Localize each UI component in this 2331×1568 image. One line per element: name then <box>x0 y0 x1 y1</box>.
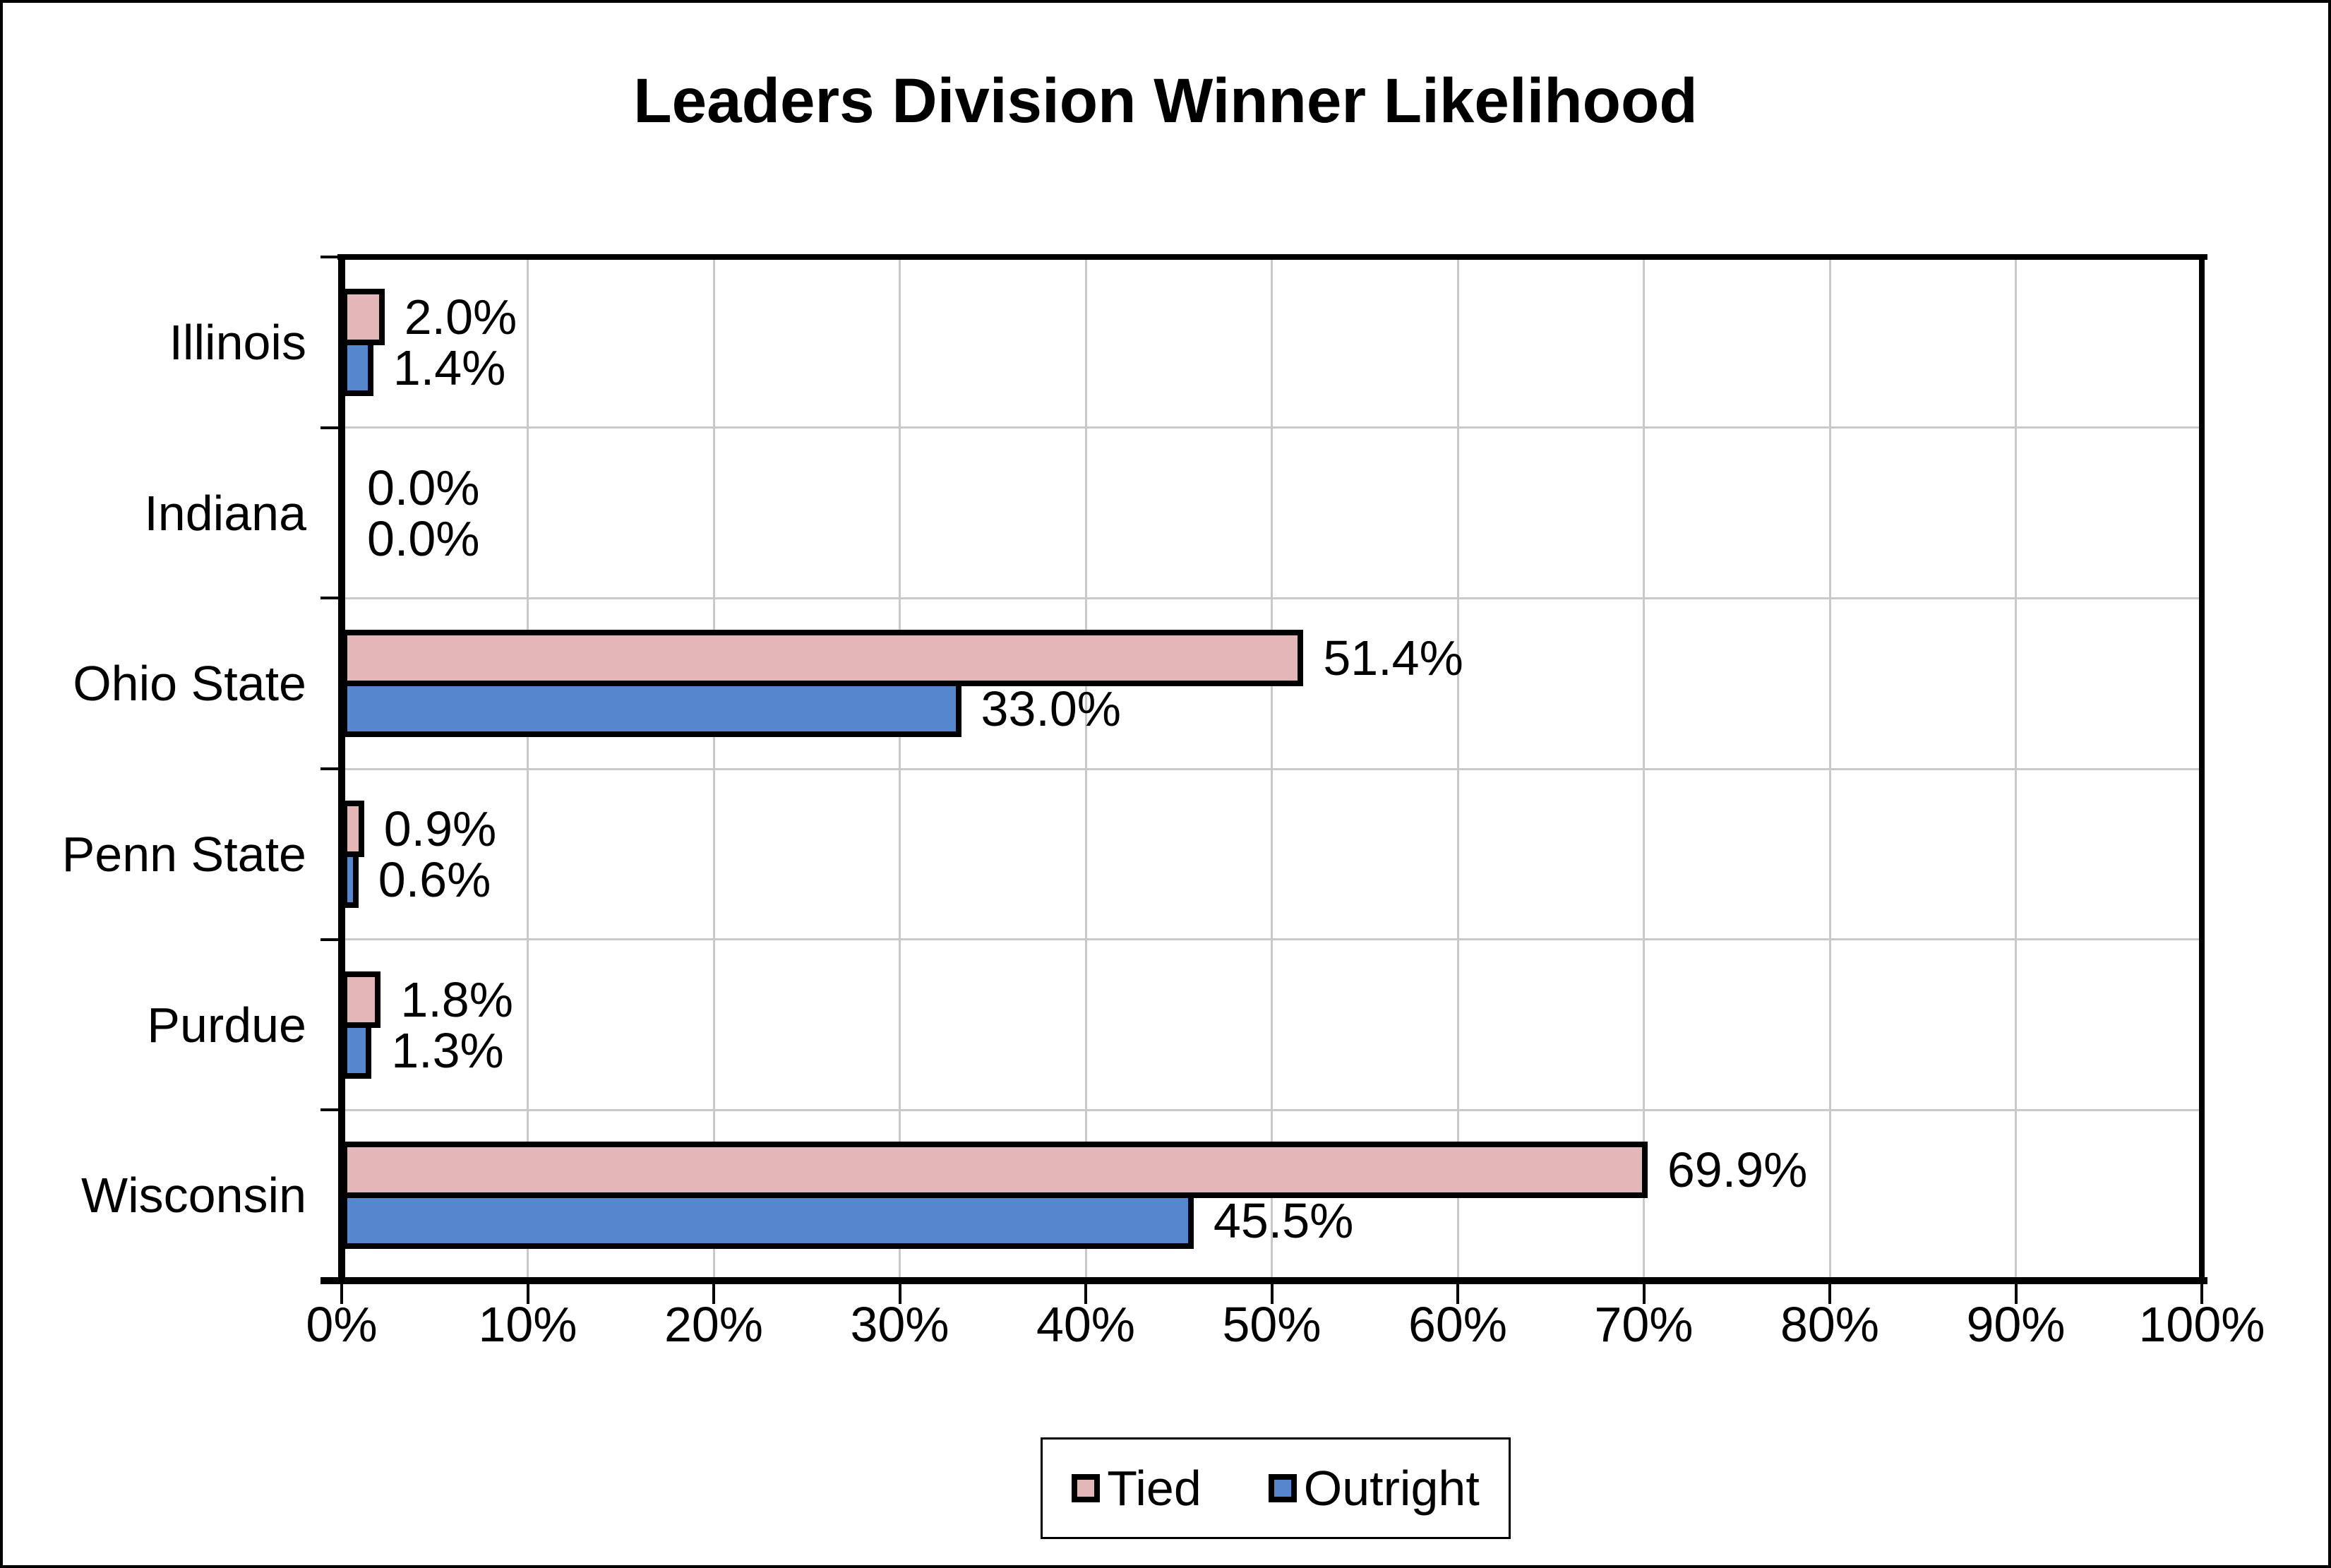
x-tick-label-70: 70% <box>1594 1297 1694 1352</box>
x-tick-label-40: 40% <box>1036 1297 1136 1352</box>
y-axis-tick-mark <box>320 767 342 770</box>
x-axis-tick-mark <box>2014 1284 2018 1304</box>
legend-item-outright: Outright <box>1268 1461 1480 1516</box>
x-axis-tick-mark <box>1084 1284 1087 1304</box>
category-label-illinois: Illinois <box>169 314 306 370</box>
x-tick-label-20: 20% <box>664 1297 764 1352</box>
x-axis-tick-mark <box>2200 1284 2203 1304</box>
plot-right-border <box>2199 254 2205 1284</box>
y-axis-tick-mark <box>320 597 342 600</box>
x-axis-line <box>320 1277 2207 1284</box>
bar-outright-wisconsin <box>342 1192 1194 1250</box>
gridline-horizontal <box>342 938 2202 941</box>
gridline-horizontal <box>342 767 2202 770</box>
legend-swatch-outright-icon <box>1268 1474 1297 1502</box>
value-label-tied-ohio-state: 51.4% <box>1323 630 1463 686</box>
legend: Tied Outright <box>1041 1437 1511 1539</box>
value-label-tied-indiana: 0.0% <box>367 460 480 515</box>
chart-title: Leaders Division Winner Likelihood <box>633 65 1698 136</box>
x-axis-tick-mark <box>526 1284 529 1304</box>
x-axis-tick-mark <box>1828 1284 1831 1304</box>
x-axis-tick-mark <box>898 1284 901 1304</box>
y-axis-tick-mark <box>320 256 342 258</box>
category-label-indiana: Indiana <box>144 485 306 541</box>
bar-tied-wisconsin <box>342 1142 1648 1199</box>
x-tick-label-0: 0% <box>306 1297 378 1352</box>
bar-outright-ohio-state <box>342 681 961 738</box>
category-label-ohio-state: Ohio State <box>73 656 306 712</box>
y-axis-tick-mark <box>320 426 342 429</box>
gridline-horizontal <box>342 1108 2202 1111</box>
x-tick-label-100: 100% <box>2138 1297 2265 1352</box>
x-tick-label-80: 80% <box>1780 1297 1880 1352</box>
value-label-tied-illinois: 2.0% <box>404 289 517 345</box>
category-label-penn-state: Penn State <box>61 826 306 882</box>
value-label-tied-wisconsin: 69.9% <box>1667 1142 1808 1198</box>
legend-item-tied: Tied <box>1072 1464 1202 1513</box>
x-axis-tick-mark <box>1270 1284 1274 1304</box>
x-axis-tick-mark <box>1456 1284 1459 1304</box>
x-tick-label-90: 90% <box>1966 1297 2066 1352</box>
y-axis-line <box>338 254 345 1284</box>
legend-swatch-tied-icon <box>1072 1474 1101 1502</box>
value-label-outright-indiana: 0.0% <box>367 510 480 566</box>
legend-label-tied: Tied <box>1107 1461 1202 1516</box>
plot-top-border <box>337 254 2207 260</box>
y-axis-tick-mark <box>320 1279 342 1282</box>
y-axis-tick-mark <box>320 1108 342 1112</box>
value-label-outright-penn-state: 0.6% <box>378 851 491 907</box>
x-tick-label-30: 30% <box>850 1297 949 1352</box>
y-axis-tick-mark <box>320 938 342 941</box>
gridline-horizontal <box>342 426 2202 429</box>
gridline-horizontal <box>342 597 2202 599</box>
x-axis-tick-mark <box>712 1284 715 1304</box>
value-label-tied-purdue: 1.8% <box>400 971 513 1027</box>
x-tick-label-50: 50% <box>1222 1297 1322 1352</box>
bar-tied-purdue <box>342 971 381 1028</box>
value-label-outright-purdue: 1.3% <box>391 1022 504 1078</box>
category-label-wisconsin: Wisconsin <box>81 1168 306 1223</box>
category-label-purdue: Purdue <box>147 997 306 1053</box>
value-label-outright-wisconsin: 45.5% <box>1213 1193 1354 1249</box>
value-label-outright-ohio-state: 33.0% <box>981 681 1122 737</box>
bar-tied-illinois <box>342 288 385 345</box>
bar-tied-ohio-state <box>342 630 1304 687</box>
bar-outright-illinois <box>342 339 373 396</box>
x-axis-tick-mark <box>1642 1284 1646 1304</box>
value-label-outright-illinois: 1.4% <box>393 340 506 395</box>
value-label-tied-penn-state: 0.9% <box>383 801 497 856</box>
bar-outright-purdue <box>342 1022 372 1079</box>
x-tick-label-10: 10% <box>478 1297 577 1352</box>
x-tick-label-60: 60% <box>1408 1297 1508 1352</box>
x-axis-tick-mark <box>340 1284 343 1304</box>
legend-label-outright: Outright <box>1303 1461 1480 1516</box>
